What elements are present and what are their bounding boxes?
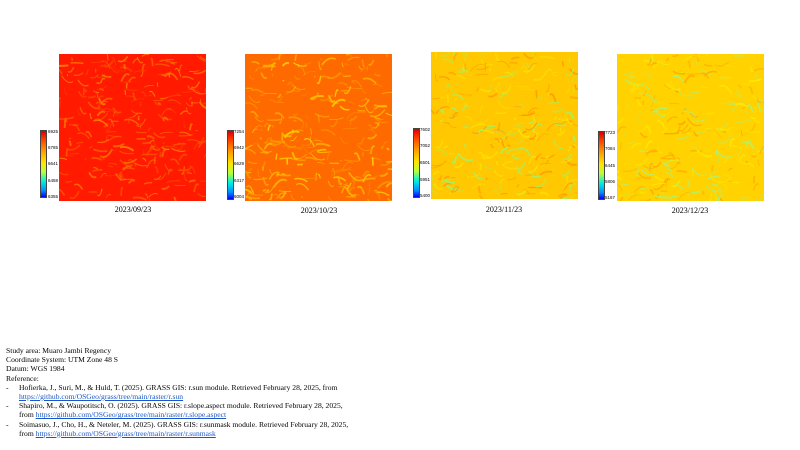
colorbar-2-tick-2: 6942	[234, 145, 245, 150]
colorbar-2-tick-1: 7254	[234, 129, 245, 134]
datum-text: Datum: WGS 1984	[6, 364, 65, 374]
reference-bullet: -	[6, 382, 9, 392]
reference-item-2: - Shapiro, M., & Waupotitsch, O. (2025).…	[6, 401, 366, 419]
colorbar-1-tick-1: 6925	[48, 129, 59, 134]
colorbar-3-tick-5: 5400	[420, 193, 431, 198]
coordinate-system-text: Coordinate System: UTM Zone 48 S	[6, 355, 119, 365]
date-label-4: 2023/12/23	[671, 206, 709, 215]
colorbar-4-tick-5: 5167	[605, 195, 616, 200]
study-info: Study area: Muaro Jambi Regency Coordina…	[6, 346, 366, 438]
colorbar-1-tick-3: 6641	[48, 161, 59, 166]
solar-radiation-map-1	[59, 54, 206, 201]
date-label-3: 2023/11/23	[485, 205, 523, 214]
colorbar-3-tick-1: 7602	[420, 127, 431, 132]
reference-link-3[interactable]: https://github.com/OSGeo/grass/tree/main…	[35, 428, 216, 438]
reference-link-2[interactable]: https://github.com/OSGeo/grass/tree/main…	[35, 410, 227, 420]
solar-radiation-map-3	[431, 52, 578, 199]
colorbar-1-tick-5: 6355	[48, 194, 59, 199]
date-label-2: 2023/10/23	[300, 206, 338, 215]
date-label-1: 2023/09/23	[114, 205, 152, 214]
colorbar-4-tick-3: 6445	[605, 163, 616, 168]
colorbar-1-tick-4: 6458	[48, 178, 59, 183]
colorbar-3-tick-3: 6501	[420, 160, 431, 165]
colorbar-2	[227, 130, 234, 200]
reference-bullet: -	[6, 419, 9, 429]
reference-text-3: Soimasuo, J., Cho, H., & Neteler, M. (20…	[19, 419, 349, 438]
study-area-text: Study area: Muaro Jambi Regency	[6, 346, 112, 355]
colorbar-1	[40, 130, 47, 198]
colorbar-2-tick-5: 6004	[234, 194, 245, 199]
reference-item-1: - Hofierka, J., Suri, M., & Huld, T. (20…	[6, 383, 366, 401]
solar-radiation-map-2	[245, 54, 392, 201]
colorbar-2-tick-3: 6629	[234, 161, 245, 166]
reference-bullet: -	[6, 401, 9, 411]
colorbar-4	[598, 131, 605, 200]
reference-text-2: Shapiro, M., & Waupotitsch, O. (2025). G…	[19, 401, 343, 420]
colorbar-3	[413, 128, 420, 198]
colorbar-1-tick-2: 6785	[48, 145, 59, 150]
colorbar-3-tick-2: 7052	[420, 143, 431, 148]
colorbar-2-tick-4: 6317	[234, 178, 245, 183]
reference-link-1[interactable]: https://github.com/OSGeo/grass/tree/main…	[19, 392, 184, 402]
solar-radiation-map-4	[617, 54, 764, 201]
colorbar-3-tick-4: 5951	[420, 177, 431, 182]
colorbar-4-tick-1: 7723	[605, 130, 616, 135]
reference-text-1: Hofierka, J., Suri, M., & Huld, T. (2025…	[19, 382, 338, 392]
reference-heading: Reference:	[6, 373, 39, 383]
colorbar-4-tick-2: 7084	[605, 146, 616, 151]
colorbar-4-tick-4: 5806	[605, 179, 616, 184]
reference-item-3: - Soimasuo, J., Cho, H., & Neteler, M. (…	[6, 420, 366, 438]
